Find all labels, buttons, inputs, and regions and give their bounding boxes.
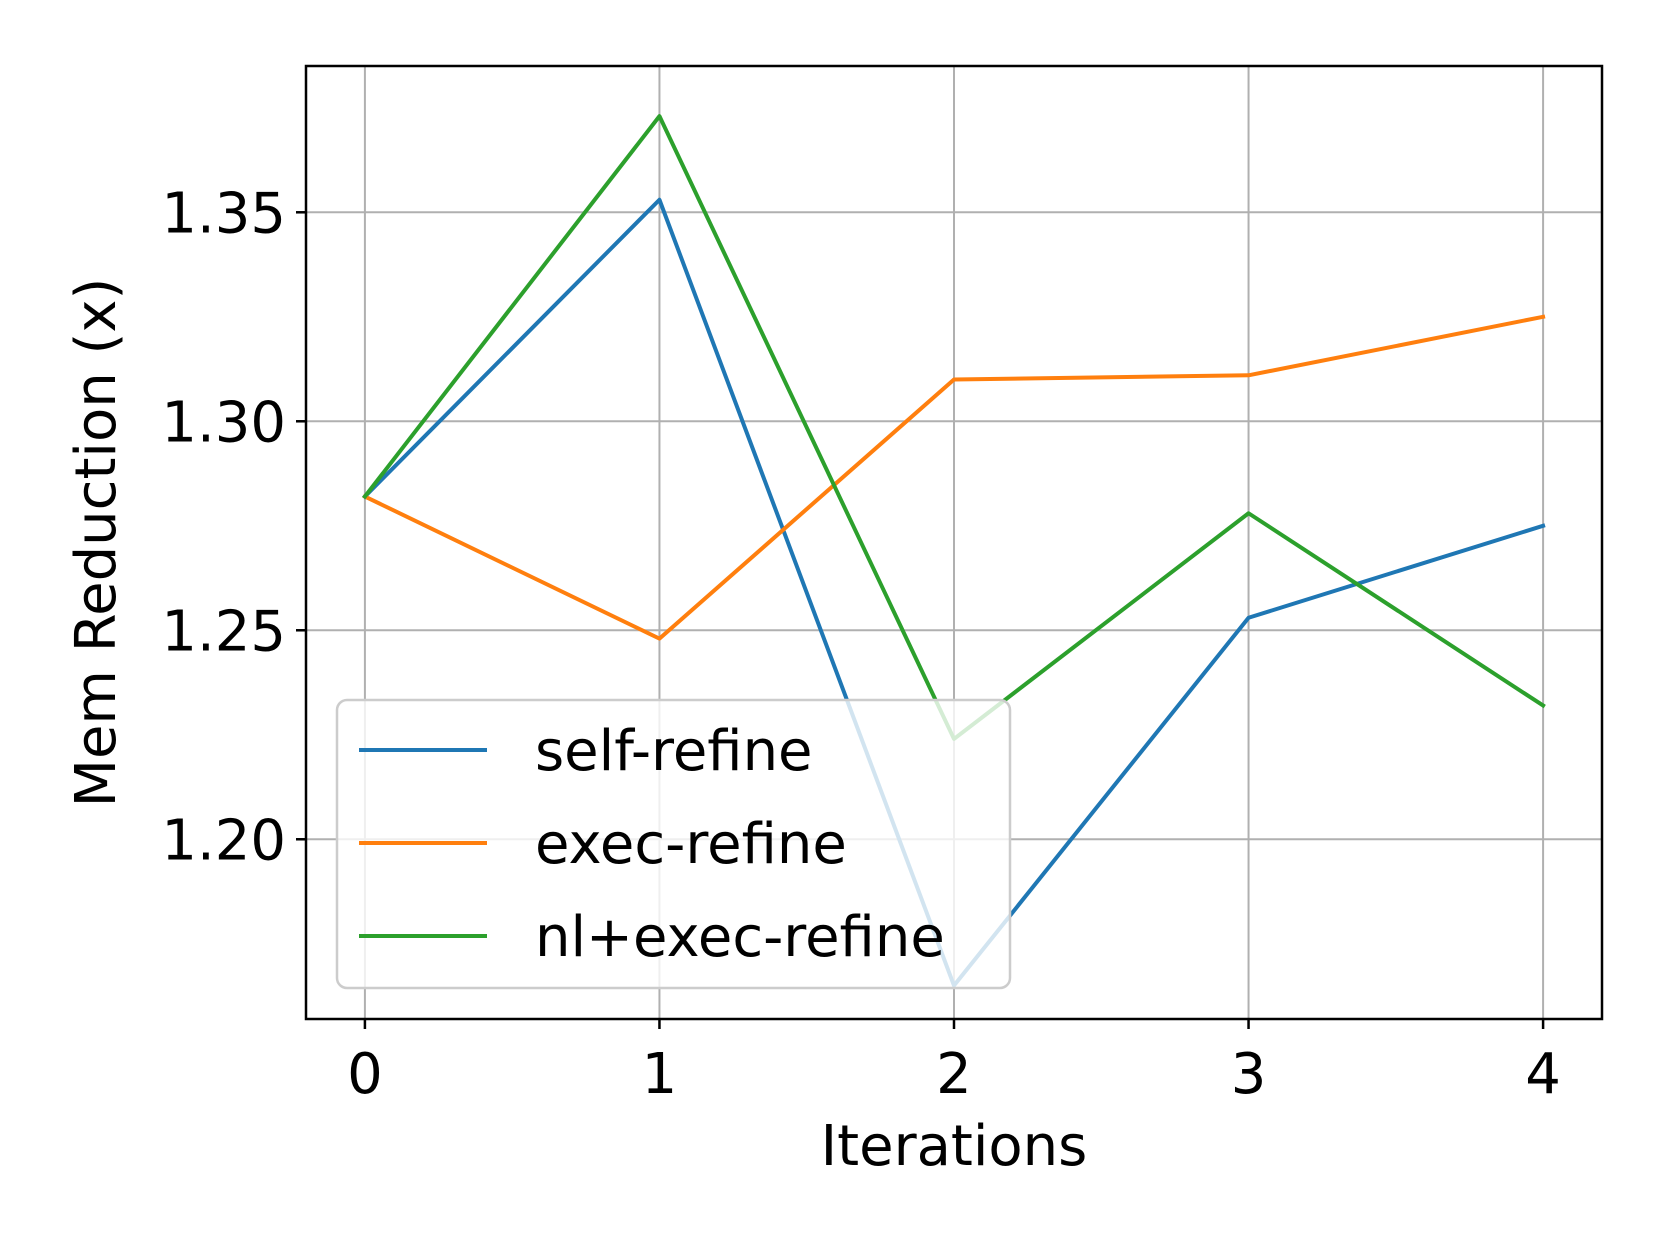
x-tick-label: 2	[936, 1042, 972, 1107]
legend-label: exec-refine	[535, 812, 847, 877]
x-tick-label: 3	[1231, 1042, 1267, 1107]
y-tick-label: 1.25	[161, 599, 286, 664]
x-tick-label: 0	[347, 1042, 383, 1107]
legend: self-refine exec-refine nl+exec-refine	[335, 698, 1012, 990]
x-tick-label: 1	[642, 1042, 678, 1107]
x-axis-label: Iterations	[821, 1114, 1088, 1179]
series-line-exec-refine	[362, 314, 1546, 641]
y-axis-label: Mem Reduction (x)	[64, 278, 129, 808]
legend-box	[335, 698, 1012, 990]
legend-label: nl+exec-refine	[535, 905, 945, 970]
y-tick-label: 1.35	[161, 181, 286, 246]
legend-label: self-refine	[535, 719, 813, 784]
y-axis-ticks: 1.20 1.25 1.30 1.35	[161, 181, 306, 873]
y-tick-label: 1.20	[161, 808, 286, 873]
y-tick-label: 1.30	[161, 390, 286, 455]
x-axis-ticks: 0 1 2 3 4	[347, 1019, 1561, 1107]
x-tick-label: 4	[1525, 1042, 1561, 1107]
